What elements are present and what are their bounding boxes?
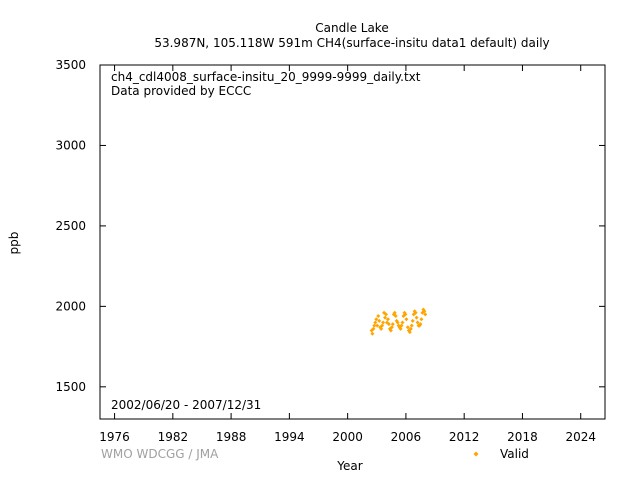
legend: Valid <box>473 447 529 461</box>
x-axis: 1976 1982 1988 1994 2000 2006 2012 2018 2024 <box>99 65 596 444</box>
x-tick-label: 2024 <box>565 430 596 444</box>
data-point <box>377 318 382 323</box>
data-point <box>379 326 384 331</box>
data-points <box>369 307 428 336</box>
data-point <box>392 310 397 315</box>
data-point <box>413 310 418 315</box>
x-tick-label: 1982 <box>158 430 189 444</box>
data-point <box>389 325 394 330</box>
y-tick-label: 2500 <box>55 219 86 233</box>
data-point <box>381 320 386 325</box>
data-point <box>405 325 410 330</box>
data-point <box>384 312 389 317</box>
data-point <box>388 328 393 333</box>
y-axis-label: ppb <box>7 232 21 255</box>
x-tick-label: 2000 <box>332 430 363 444</box>
data-point <box>409 323 414 328</box>
data-point <box>380 323 385 328</box>
data-point <box>408 326 413 331</box>
data-point <box>373 320 378 325</box>
data-point <box>415 320 420 325</box>
x-tick-label: 2018 <box>507 430 538 444</box>
data-point <box>422 309 427 314</box>
data-point <box>410 318 415 323</box>
data-point <box>403 312 408 317</box>
data-point <box>395 320 400 325</box>
y-tick-label: 3500 <box>55 58 86 72</box>
data-point <box>374 317 379 322</box>
data-point <box>414 315 419 320</box>
data-point <box>372 323 377 328</box>
y-tick-label: 3000 <box>55 138 86 152</box>
y-tick-label: 1500 <box>55 380 86 394</box>
y-tick-label: 2000 <box>55 299 86 313</box>
plot-frame <box>99 64 606 420</box>
data-point <box>370 331 375 336</box>
legend-label-valid: Valid <box>500 447 529 461</box>
x-tick-label: 2006 <box>391 430 422 444</box>
data-point <box>418 322 423 327</box>
data-point <box>383 315 388 320</box>
data-point <box>399 323 404 328</box>
legend-marker <box>473 451 479 457</box>
credit-label: WMO WDCGG / JMA <box>101 447 219 461</box>
data-point <box>400 320 405 325</box>
x-tick-label: 1988 <box>216 430 247 444</box>
data-point <box>393 314 398 319</box>
x-tick-label: 1976 <box>99 430 130 444</box>
data-point <box>386 322 391 327</box>
data-point <box>419 317 424 322</box>
chart-subtitle: 53.987N, 105.118W 591m CH4(surface-insit… <box>154 36 549 50</box>
x-tick-label: 2012 <box>449 430 480 444</box>
x-axis-label: Year <box>336 459 362 473</box>
data-point <box>375 323 380 328</box>
period-label: 2002/06/20 - 2007/12/31 <box>111 398 261 412</box>
y-axis: 1500 2000 2500 3000 3500 <box>55 58 605 394</box>
data-point <box>390 322 395 327</box>
x-tick-label: 1994 <box>274 430 305 444</box>
data-point <box>404 317 409 322</box>
data-point <box>407 330 412 335</box>
file-label: ch4_cdl4008_surface-insitu_20_9999-9999_… <box>111 70 421 84</box>
chart-title: Candle Lake <box>315 21 388 35</box>
provider-label: Data provided by ECCC <box>111 84 251 98</box>
data-point <box>385 317 390 322</box>
data-point <box>371 326 376 331</box>
data-point <box>376 314 381 319</box>
data-point <box>398 326 403 331</box>
data-point <box>423 312 428 317</box>
